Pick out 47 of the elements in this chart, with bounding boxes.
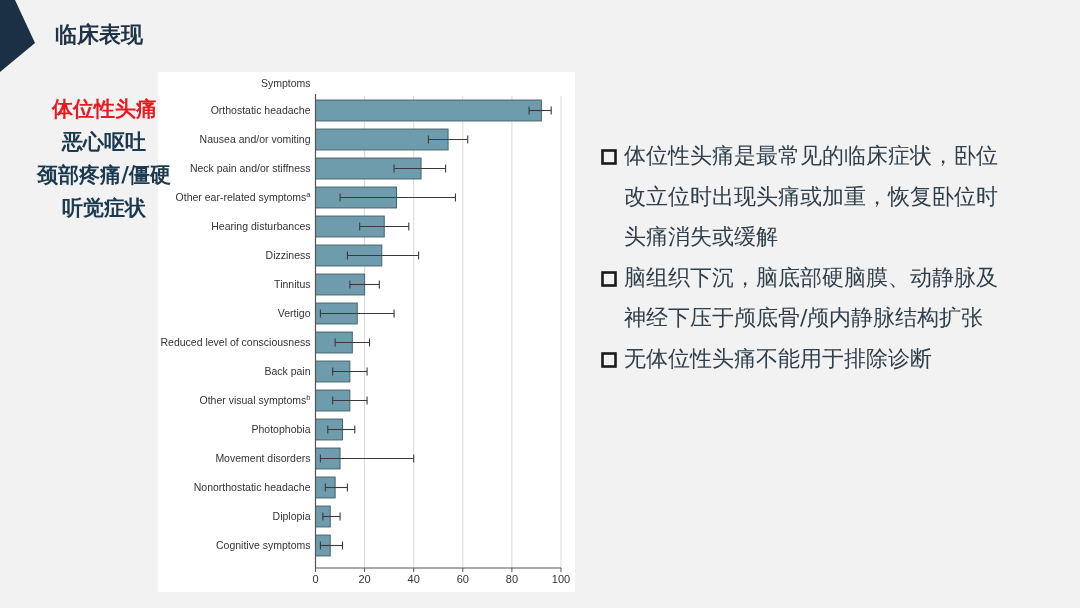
text: 脑组织下沉，脑底部硬脑膜、动静脉及神经下压于颅底骨/颅内静脉结构扩张	[624, 264, 998, 330]
y-axis-title: Symptoms	[260, 77, 311, 89]
y-tick-label: Vertigo	[277, 307, 311, 320]
y-tick-label: Nausea and/or vomiting	[199, 133, 311, 146]
bar	[315, 244, 383, 267]
x-tick-label: 40	[407, 573, 420, 585]
y-tick-label: Diplopia	[272, 510, 311, 523]
x-tick-label: 0	[312, 573, 319, 585]
y-tick-label: Nonorthostatic headache	[193, 481, 311, 494]
x-tick-label: 80	[505, 573, 519, 585]
bar	[315, 99, 542, 122]
y-tick-label: Hearing disturbances	[211, 220, 311, 233]
text: 恶心呕吐	[62, 130, 146, 154]
text: 体位性头痛	[50, 96, 158, 122]
y-tick-label: Other visual symptoms$^{b}$	[199, 392, 311, 407]
y-tick-label: Neck pain and/or stiffness	[189, 162, 311, 175]
y-tick-label: Tinnitus	[274, 278, 311, 291]
y-tick-label: Dizziness	[265, 249, 311, 262]
bar	[315, 215, 385, 238]
bar	[315, 273, 366, 296]
bar	[315, 418, 344, 441]
bar	[315, 360, 351, 383]
bar	[315, 128, 449, 151]
bar	[315, 505, 331, 528]
x-tick-label: 20	[358, 573, 371, 585]
y-tick-label: Movement disorders	[215, 452, 311, 465]
text: 听觉症状	[62, 196, 146, 220]
x-tick-label: 60	[456, 573, 469, 585]
bar	[315, 389, 351, 412]
text: 临床表现	[55, 21, 143, 49]
text: 体位性头痛是最常见的临床症状，卧位改立位时出现头痛或加重，恢复卧位时头痛消失或缓解	[624, 143, 998, 249]
bar	[315, 331, 353, 354]
bar	[315, 534, 331, 557]
bar	[315, 447, 341, 470]
bar	[315, 302, 358, 325]
y-tick-label: Other ear-related symptoms$^{a}$	[175, 189, 312, 204]
y-tick-label: Orthostatic headache	[210, 104, 311, 117]
bar	[315, 186, 398, 209]
bar	[315, 476, 336, 499]
y-tick-label: Photophobia	[251, 423, 311, 436]
y-tick-label: Back pain	[264, 365, 311, 378]
text: 颈部疼痛/僵硬	[37, 163, 171, 187]
x-tick-label: 100	[551, 573, 571, 585]
y-tick-label: Reduced level of consciousness	[160, 336, 311, 349]
y-tick-label: Cognitive symptoms	[215, 539, 311, 552]
text: 无体位性头痛不能用于排除诊断	[624, 345, 932, 371]
bar	[315, 157, 422, 180]
